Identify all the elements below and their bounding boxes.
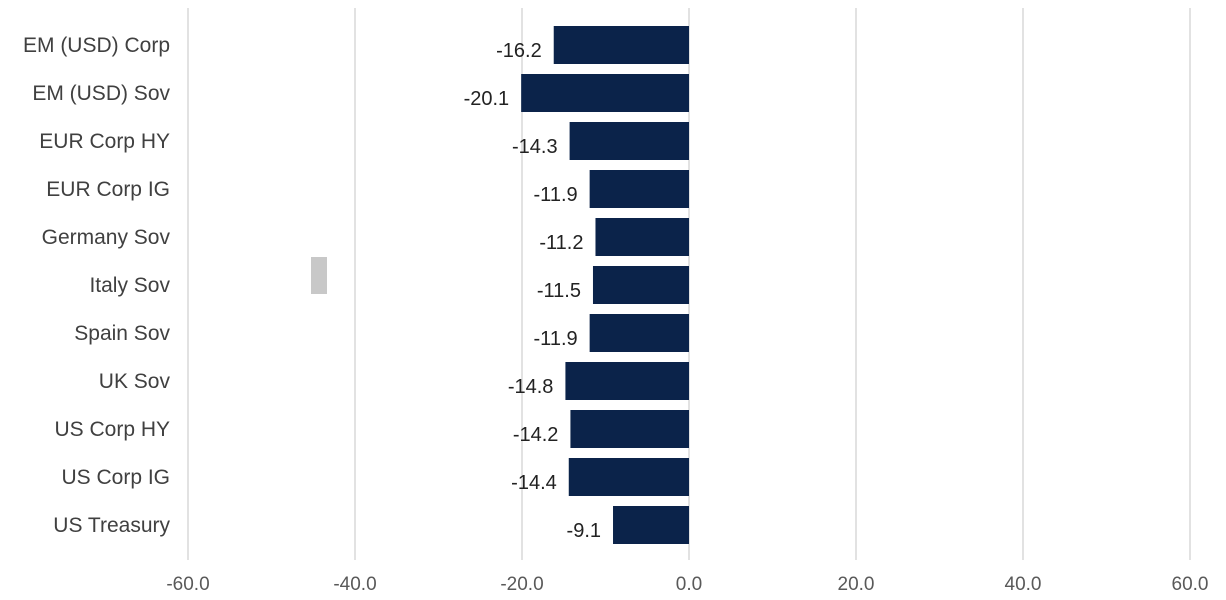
category-label: EM (USD) Corp [23,34,170,57]
x-axis-tick-labels: -60.0 -40.0 -20.0 0.0 20.0 40.0 60.0 [166,574,1208,595]
bar [589,314,689,352]
data-label: -14.2 [513,424,559,446]
data-label: -16.2 [496,40,542,62]
category-label: EUR Corp IG [46,178,170,201]
x-tick-label: -60.0 [166,574,209,595]
bar [565,362,689,400]
bars [521,26,689,544]
data-label: -9.1 [567,520,601,542]
data-label: -20.1 [464,88,510,110]
bar [592,266,689,304]
category-label: UK Sov [99,370,171,393]
category-label: US Corp IG [61,466,170,489]
bar [589,170,689,208]
category-label: Italy Sov [89,274,170,297]
data-label: -11.9 [534,328,578,350]
data-label: -11.9 [534,184,578,206]
category-label: US Corp HY [54,418,170,441]
x-tick-label: -20.0 [500,574,543,595]
x-tick-label: 0.0 [676,574,702,595]
category-label: Spain Sov [74,322,170,345]
data-label: -11.5 [537,280,581,302]
data-label: -14.8 [508,376,554,398]
bar [553,26,689,64]
x-tick-label: -40.0 [333,574,376,595]
bar [595,218,689,256]
data-label: -14.4 [511,472,557,494]
scroll-marker [311,257,327,294]
bar [570,410,689,448]
data-label: -14.3 [512,136,558,158]
bar [569,122,689,160]
category-label: EM (USD) Sov [32,82,170,105]
data-labels: -16.2 -20.1 -14.3 -11.9 -11.2 -11.5 -11.9 -14.8… [464,40,601,542]
bar [521,74,689,112]
bar [568,458,689,496]
category-label: Germany Sov [42,226,171,249]
category-label: EUR Corp HY [39,130,170,153]
x-tick-label: 60.0 [1172,574,1209,595]
data-label: -11.2 [539,232,583,254]
bar [613,506,689,544]
x-tick-label: 20.0 [838,574,875,595]
x-tick-label: 40.0 [1005,574,1042,595]
category-label: US Treasury [53,514,170,537]
category-labels: EM (USD) Corp EM (USD) Sov EUR Corp HY EUR … [23,34,171,537]
